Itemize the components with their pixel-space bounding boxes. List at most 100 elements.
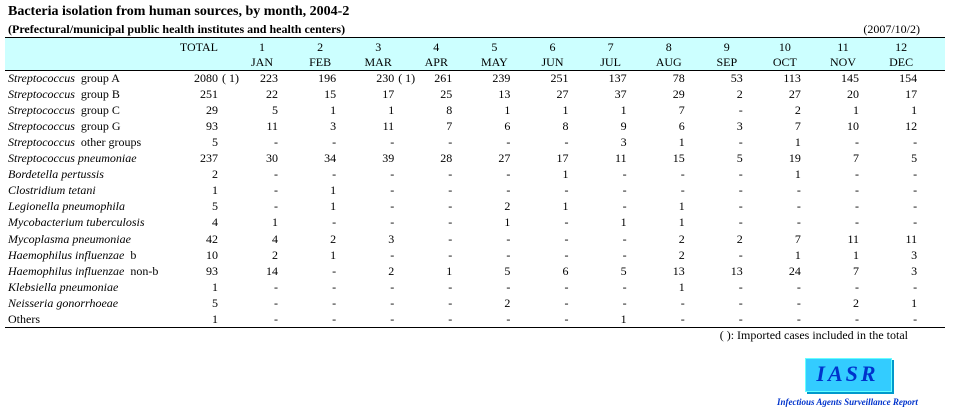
- month-name: JAN: [250, 55, 273, 69]
- total-cell: 1: [212, 183, 218, 198]
- month-cell: 2: [736, 87, 743, 102]
- row-name: Haemophilus influenzae b: [8, 248, 136, 262]
- month-cell: 24: [788, 263, 801, 278]
- row-name: Mycoplasma pneumoniae: [8, 232, 131, 246]
- month-cell: 11: [382, 119, 395, 134]
- month-cell: -: [622, 231, 627, 246]
- month-cell: 8: [562, 119, 569, 134]
- month-cell: -: [274, 167, 278, 182]
- month-cell: -: [738, 279, 743, 294]
- species: Streptococcus: [8, 119, 75, 134]
- month-cell: -: [332, 263, 337, 278]
- month-cell: 53: [730, 71, 743, 85]
- month-cell: -: [274, 183, 278, 198]
- imported-total: ( 1): [222, 71, 239, 85]
- total-cell: 237: [200, 151, 218, 166]
- qualifier: group C: [80, 103, 120, 118]
- month-cell: -: [564, 215, 569, 230]
- month-number: 4: [433, 40, 440, 54]
- species: Klebsiella pneumoniae: [8, 279, 119, 294]
- month-cell: -: [390, 247, 395, 262]
- month-cell: 1: [678, 199, 685, 214]
- species: Streptococcus pneumoniae: [8, 151, 137, 166]
- month-cell: 10: [847, 119, 859, 134]
- month-cell: 3: [330, 119, 337, 134]
- row-name: Streptococcus group C: [8, 103, 120, 117]
- month-cell: -: [738, 183, 743, 198]
- month-cell: 1: [272, 215, 278, 230]
- title: Bacteria isolation from human sources, b…: [8, 4, 350, 19]
- month-cell: -: [738, 135, 743, 150]
- month-number: 6: [549, 40, 556, 54]
- month-cell: 2: [678, 247, 685, 262]
- month-name: FEB: [309, 55, 332, 69]
- month-cell: 1: [330, 183, 337, 198]
- month-name: OCT: [772, 55, 797, 69]
- month-name: MAY: [480, 55, 508, 69]
- month-cell: -: [332, 311, 337, 326]
- month-cell: -: [448, 311, 453, 326]
- month-cell: 7: [446, 119, 453, 134]
- month-cell: 1: [330, 199, 337, 214]
- month-cell: -: [390, 199, 395, 214]
- month-cell: -: [622, 247, 627, 262]
- month-cell: 20: [847, 87, 859, 102]
- month-cell: 17: [556, 151, 569, 166]
- month-cell: -: [622, 183, 627, 198]
- month-cell: 1: [562, 103, 569, 118]
- month-cell: 223: [260, 71, 278, 85]
- row-name: Bordetella pertussis: [8, 167, 104, 181]
- date: (2007/10/2): [863, 22, 920, 36]
- month-cell: 2: [504, 199, 511, 214]
- month-cell: -: [564, 295, 569, 310]
- month-cell: 2: [794, 103, 801, 118]
- month-cell: 1: [446, 263, 453, 278]
- row-name: Klebsiella pneumoniae: [8, 280, 118, 294]
- month-cell: 1: [504, 103, 511, 118]
- month-cell: -: [448, 199, 453, 214]
- total-cell: 5: [212, 199, 218, 214]
- month-cell: 11: [266, 119, 278, 134]
- month-cell: 25: [440, 87, 453, 102]
- month-cell: -: [448, 279, 453, 294]
- month-cell: -: [448, 167, 453, 182]
- month-cell: 154: [899, 71, 918, 85]
- month-cell: 230: [376, 71, 395, 85]
- month-cell: 1: [330, 103, 337, 118]
- species: Mycoplasma pneumoniae: [8, 231, 131, 246]
- month-cell: 27: [788, 87, 801, 102]
- total-cell: 1: [212, 279, 218, 294]
- row-name: Streptococcus group A: [8, 71, 120, 85]
- month-name: APR: [424, 55, 448, 69]
- month-cell: 14: [266, 263, 278, 278]
- month-cell: -: [855, 135, 859, 150]
- month-cell: 28: [440, 151, 453, 166]
- month-cell: -: [855, 183, 859, 198]
- month-cell: -: [913, 199, 918, 214]
- species: Haemophilus influenzae: [8, 263, 125, 278]
- month-cell: -: [796, 311, 801, 326]
- month-cell: 145: [841, 71, 859, 85]
- month-name: AUG: [655, 55, 682, 69]
- month-number: 7: [607, 40, 614, 54]
- month-cell: 251: [550, 71, 569, 85]
- month-cell: 239: [492, 71, 511, 85]
- month-cell: 7: [794, 119, 801, 134]
- qualifier: other groups: [80, 135, 142, 150]
- month-cell: -: [390, 311, 395, 326]
- month-cell: 5: [504, 263, 511, 278]
- month-cell: 27: [556, 87, 569, 102]
- month-cell: -: [506, 279, 511, 294]
- month-cell: -: [680, 183, 685, 198]
- month-cell: 1: [794, 247, 801, 262]
- month-cell: 1: [678, 215, 685, 230]
- month-cell: 7: [853, 263, 859, 278]
- month-cell: 1: [620, 215, 627, 230]
- month-cell: 27: [498, 151, 511, 166]
- total-cell: 93: [206, 263, 218, 278]
- month-number: 9: [723, 40, 730, 54]
- month-cell: 13: [730, 263, 743, 278]
- month-cell: 34: [324, 151, 337, 166]
- month-cell: -: [564, 135, 569, 150]
- month-cell: 39: [382, 151, 395, 166]
